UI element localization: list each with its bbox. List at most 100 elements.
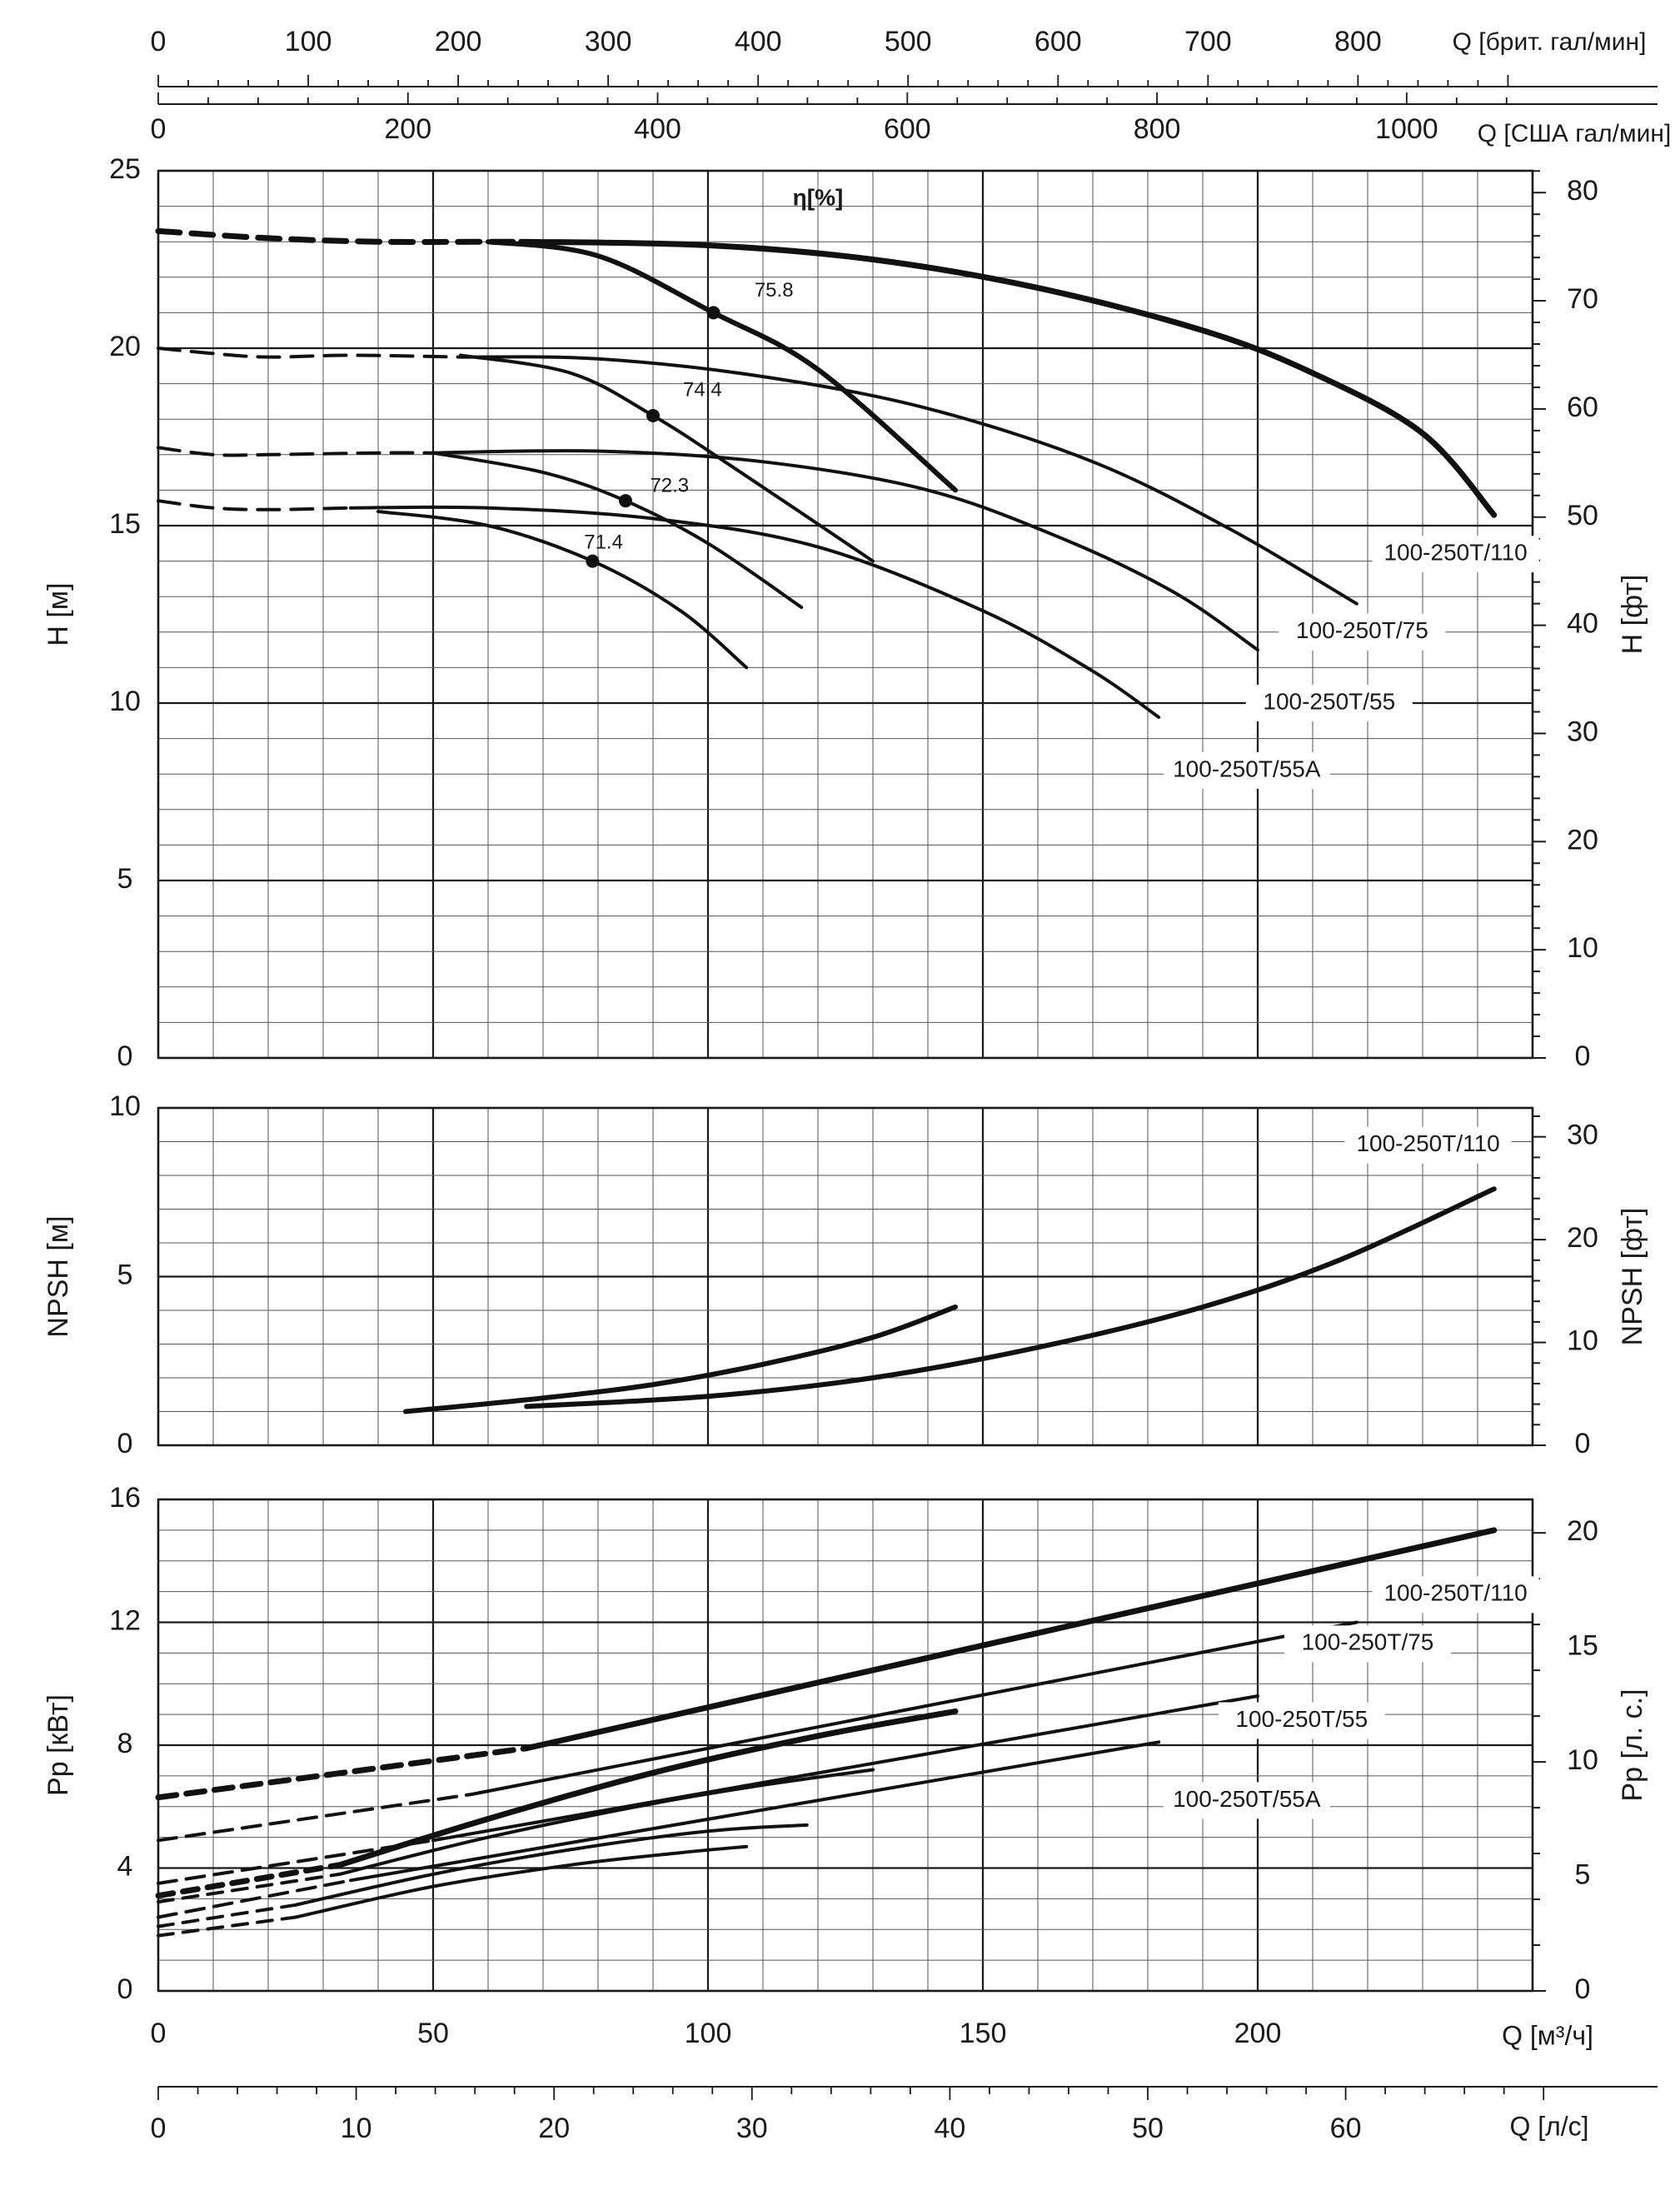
efficiency-curve (459, 353, 875, 563)
power-curve-3 (431, 1694, 1259, 1843)
npsh-curve-label: 100-250T/110 (1356, 1130, 1499, 1156)
power-curve-label: 100-250T/75 (1302, 1629, 1434, 1655)
x-tick-label: 50 (417, 2018, 449, 2049)
us-tick-label: 1000 (1375, 113, 1438, 145)
npsh-ytick-label: 0 (117, 1428, 133, 1459)
power-aux-curve (294, 1823, 809, 1907)
ls-tick-label: 40 (934, 2113, 965, 2144)
head-curve-label: 100-250T/75 (1296, 617, 1428, 643)
head-curve-label: 100-250T/110 (1383, 539, 1527, 565)
power-aux-curve-dashed (155, 1862, 343, 1899)
uk-tick-label: 600 (1034, 26, 1082, 57)
power-curve-2 (470, 1620, 1358, 1796)
power-curve-dashed (157, 1793, 474, 1843)
power-ytick-right-label: 5 (1575, 1859, 1591, 1891)
efficiency-label: 75.8 (755, 279, 794, 302)
head-ylabel: H [м] (42, 582, 74, 646)
efficiency-title: η[%] (793, 184, 844, 210)
power-aux-curve-dashed (157, 1903, 297, 1928)
ls-tick-label: 0 (151, 2113, 167, 2144)
efficiency-label: 72.3 (650, 474, 689, 496)
head-curve-label: 100-250T/55 (1263, 688, 1395, 714)
power-frame (157, 1498, 1534, 1993)
uk-tick-label: 200 (435, 26, 482, 57)
us-tick-label: 200 (384, 113, 431, 145)
power-ylabel: Pp [кВт] (42, 1694, 74, 1796)
npsh-ytick-right-label: 0 (1575, 1428, 1591, 1459)
head-ylabel-right: H [фт] (1617, 575, 1648, 655)
head-ytick-label: 25 (109, 153, 141, 185)
head-curve-dashed (157, 347, 462, 359)
head-curve-label-bg (1245, 685, 1413, 721)
uk-tick-label: 700 (1184, 26, 1232, 57)
uk-tick-label: 300 (585, 26, 632, 57)
head-curve-dashed (157, 499, 352, 511)
power-aux-curve-dashed (157, 1915, 297, 1938)
power-aux-curve (337, 1768, 875, 1876)
power-ytick-label: 16 (109, 1482, 141, 1514)
head-curve-3 (431, 449, 1259, 652)
power-curve-label-bg (1284, 1625, 1451, 1663)
ls-tick-label: 60 (1330, 2113, 1362, 2144)
us-tick-label: 400 (634, 113, 681, 145)
head-ytick-label: 5 (117, 863, 133, 895)
power-ytick-label: 12 (109, 1604, 141, 1636)
power-aux-curve (336, 1708, 959, 1868)
npsh-ytick-right-label: 30 (1567, 1120, 1598, 1151)
efficiency-point (586, 554, 600, 568)
power-curve-label: 100-250T/55A (1173, 1786, 1321, 1812)
head-curve-dashed (155, 227, 525, 246)
efficiency-label: 74.4 (683, 378, 722, 401)
npsh-frame (157, 1106, 1534, 1447)
x-tick-label: 100 (685, 2018, 732, 2049)
x-tick-label: 150 (960, 2018, 1007, 2049)
head-ytick-right-label: 70 (1567, 283, 1598, 315)
power-ytick-label: 0 (117, 1973, 133, 2005)
grid-layer (157, 75, 1658, 2100)
efficiency-point (646, 408, 660, 422)
power-ytick-right-label: 10 (1567, 1744, 1598, 1776)
efficiency-point (619, 494, 632, 508)
power-aux-curve-dashed (157, 1872, 341, 1904)
head-ytick-right-label: 30 (1567, 716, 1598, 747)
head-ytick-right-label: 20 (1567, 824, 1598, 856)
us-tick-label: 600 (884, 113, 931, 145)
head-curve-4 (349, 505, 1161, 719)
head-ytick-label: 0 (117, 1040, 133, 1072)
head-ytick-label: 20 (109, 331, 141, 362)
uk-tick-label: 800 (1334, 26, 1382, 57)
head-curve-label-bg (1279, 613, 1446, 651)
efficiency-curve (486, 239, 958, 493)
ls-tick-label: 20 (538, 2113, 570, 2144)
power-aux-curve (294, 1844, 749, 1919)
power-curve-label: 100-250T/55 (1235, 1706, 1368, 1732)
head-ytick-right-label: 0 (1575, 1040, 1591, 1072)
npsh-curve-1 (403, 1305, 958, 1414)
us-tick-label: 800 (1134, 113, 1181, 145)
ls-tick-label: 50 (1132, 2113, 1164, 2144)
x-tick-label: 0 (151, 2018, 167, 2049)
npsh-ytick-right-label: 20 (1567, 1222, 1598, 1254)
head-ytick-right-label: 50 (1567, 500, 1598, 531)
head-curve-label-bg (1163, 751, 1330, 789)
ls-tick-label: 30 (736, 2113, 768, 2144)
npsh-ylabel: NPSH [м] (42, 1215, 74, 1337)
head-curve-label-bg (1372, 536, 1539, 573)
uk-tick-label: 100 (285, 26, 332, 57)
power-curve-label-bg (1218, 1702, 1385, 1739)
npsh-ytick-label: 5 (117, 1259, 133, 1290)
head-ytick-right-label: 60 (1567, 392, 1598, 423)
npsh-ytick-right-label: 10 (1567, 1325, 1598, 1357)
head-curve-1 (518, 238, 1498, 518)
efficiency-point (706, 306, 720, 320)
power-curve-4 (349, 1740, 1161, 1883)
npsh-curve-label-bg (1344, 1126, 1512, 1164)
head-curve-2 (459, 355, 1358, 606)
head-ytick-label: 15 (109, 508, 141, 540)
power-curve-1 (523, 1527, 1498, 1752)
power-ytick-right-label: 15 (1567, 1630, 1598, 1662)
head-ytick-right-label: 10 (1567, 932, 1598, 964)
npsh-ytick-label: 10 (109, 1090, 141, 1122)
